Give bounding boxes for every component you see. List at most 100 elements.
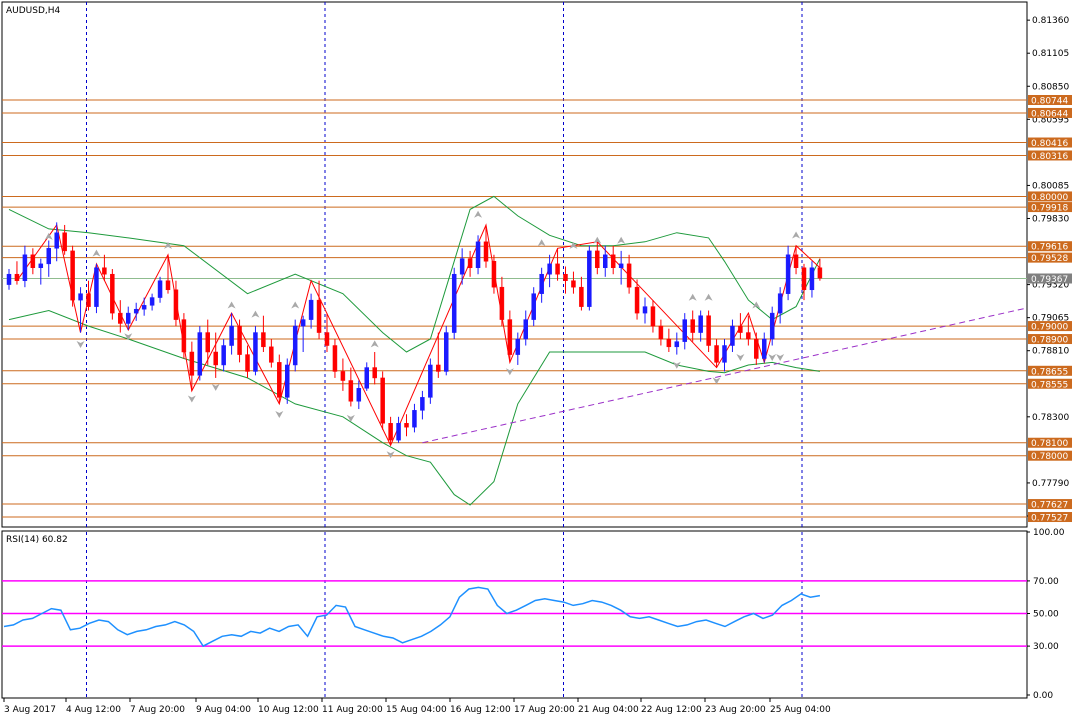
time-tick-1: 4 Aug 12:00 xyxy=(66,705,121,715)
fractal-down-5 xyxy=(346,414,355,422)
level-label-5: 0.79918 xyxy=(1031,204,1068,214)
zigzag-line xyxy=(16,223,821,447)
candle-19 xyxy=(157,276,163,303)
candlesticks[interactable] xyxy=(6,222,823,446)
candle-body-30 xyxy=(245,354,250,372)
candle-body-78 xyxy=(626,263,632,288)
candle-body-23 xyxy=(189,351,195,376)
candle-86 xyxy=(690,310,695,342)
candle-0 xyxy=(6,269,12,290)
candle-body-62 xyxy=(499,286,505,320)
fractal-down-10 xyxy=(736,354,745,361)
candle-81 xyxy=(650,300,656,333)
candle-77 xyxy=(618,250,624,285)
candle-body-49 xyxy=(396,423,401,441)
candle-74 xyxy=(595,241,600,275)
candle-26 xyxy=(213,332,218,378)
time-tick-9: 21 Aug 04:00 xyxy=(578,705,639,715)
level-label-3: 0.80316 xyxy=(1031,152,1068,162)
candle-23 xyxy=(189,341,195,391)
candle-body-19 xyxy=(157,280,163,298)
candle-53 xyxy=(428,358,433,404)
candle-46 xyxy=(372,352,377,385)
candle-body-32 xyxy=(261,332,266,348)
zigzag xyxy=(16,223,821,447)
candle-12 xyxy=(102,254,107,281)
candle-29 xyxy=(237,319,242,363)
candle-body-2 xyxy=(22,254,28,281)
candle-body-14 xyxy=(118,312,123,324)
candle-body-65 xyxy=(523,319,528,340)
candle-body-93 xyxy=(746,332,751,340)
rsi-plot-area xyxy=(1,530,1028,699)
fractal-down-11 xyxy=(768,354,777,361)
candle-body-1 xyxy=(14,273,20,281)
fractal-up-11 xyxy=(617,236,626,244)
level-label-4: 0.80000 xyxy=(1031,193,1068,203)
candle-60 xyxy=(483,224,489,268)
level-box-4 xyxy=(1028,191,1072,202)
candle-body-61 xyxy=(491,261,497,288)
candle-body-72 xyxy=(579,286,584,307)
level-label-7: 0.79528 xyxy=(1031,254,1068,264)
candle-body-58 xyxy=(467,258,473,268)
fractal-up-5 xyxy=(291,301,300,309)
price-tick-10: 0.77790 xyxy=(1032,479,1069,489)
level-label-6: 0.79616 xyxy=(1031,243,1068,253)
rsi-tick-3: 30.00 xyxy=(1033,642,1059,652)
candle-body-33 xyxy=(269,346,274,363)
candle-body-21 xyxy=(173,289,179,320)
candle-25 xyxy=(205,319,210,365)
candle-body-4 xyxy=(38,263,44,268)
level-label-14: 0.78000 xyxy=(1031,452,1068,462)
candle-body-102 xyxy=(817,267,823,279)
candle-32 xyxy=(261,315,266,352)
fractal-up-15 xyxy=(792,231,801,239)
candle-body-35 xyxy=(285,364,290,398)
candle-body-20 xyxy=(165,280,171,291)
fractal-up-8 xyxy=(537,239,546,247)
lower-band xyxy=(8,309,820,506)
candle-body-40 xyxy=(324,332,330,346)
fractal-up-0 xyxy=(44,232,53,240)
candle-31 xyxy=(253,326,258,376)
level-box-5 xyxy=(1028,202,1072,213)
fractal-up-13 xyxy=(704,293,713,301)
candle-101 xyxy=(809,261,815,298)
price-tick-8: 0.78810 xyxy=(1032,347,1069,357)
level-label-1: 0.80644 xyxy=(1031,109,1068,119)
candle-body-91 xyxy=(730,325,735,346)
candle-92 xyxy=(738,313,743,340)
candle-82 xyxy=(658,319,664,346)
time-tick-12: 25 Aug 04:00 xyxy=(770,705,831,715)
candle-68 xyxy=(547,254,552,288)
candle-body-45 xyxy=(364,367,369,389)
candle-body-71 xyxy=(571,280,576,288)
candle-47 xyxy=(380,371,385,430)
level-label-13: 0.78100 xyxy=(1031,439,1068,449)
fractal-up-12 xyxy=(688,293,697,301)
price-tick-9: 0.78300 xyxy=(1032,413,1069,423)
level-box-16 xyxy=(1028,512,1072,523)
candle-30 xyxy=(245,345,250,378)
candle-57 xyxy=(459,248,465,285)
candle-body-15 xyxy=(126,312,131,324)
candle-body-82 xyxy=(658,325,664,340)
candle-65 xyxy=(523,310,528,346)
candle-body-13 xyxy=(110,273,115,314)
candle-28 xyxy=(229,313,234,355)
horizontal-levels xyxy=(2,99,1027,518)
candle-body-16 xyxy=(133,308,139,314)
candle-body-92 xyxy=(738,325,743,333)
candle-24 xyxy=(197,326,203,381)
candle-69 xyxy=(555,248,560,281)
candle-56 xyxy=(451,267,457,340)
candle-body-99 xyxy=(793,254,799,268)
fractal-up-7 xyxy=(474,210,483,218)
candle-38 xyxy=(308,293,314,329)
candle-body-7 xyxy=(62,232,67,252)
rsi-tick-0: 100.00 xyxy=(1033,528,1065,538)
candle-45 xyxy=(364,362,369,391)
fractal-up-4 xyxy=(251,310,260,318)
